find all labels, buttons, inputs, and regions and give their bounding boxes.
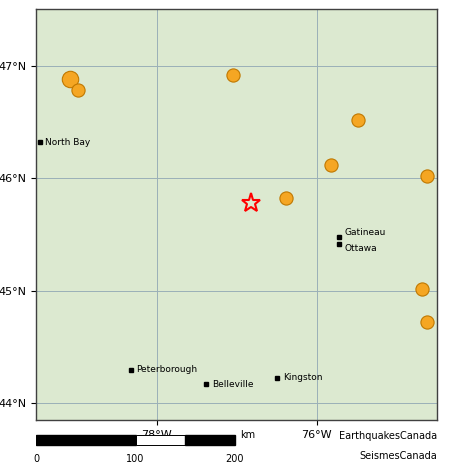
Text: 200: 200 [225, 454, 244, 464]
Text: km: km [240, 430, 255, 440]
Point [328, 161, 335, 169]
Bar [36, 435, 136, 445]
Text: SeismesCanada: SeismesCanada [359, 451, 437, 461]
Bar [185, 435, 235, 445]
Text: Gatineau: Gatineau [345, 228, 386, 237]
Text: Kingston: Kingston [283, 373, 323, 382]
Text: EarthquakesCanada: EarthquakesCanada [339, 431, 437, 441]
Point [283, 195, 290, 202]
Point [66, 75, 74, 83]
Point [419, 285, 426, 292]
Point [229, 71, 236, 78]
Text: Belleville: Belleville [212, 380, 253, 389]
Text: 0: 0 [33, 454, 40, 464]
Point [355, 116, 362, 123]
Bar [136, 435, 185, 445]
Point [424, 318, 431, 326]
Text: Ottawa: Ottawa [345, 243, 377, 253]
Text: North Bay: North Bay [45, 138, 91, 147]
Text: Peterborough: Peterborough [136, 365, 197, 374]
Text: 100: 100 [126, 454, 145, 464]
Point [424, 172, 431, 180]
Point [75, 87, 82, 94]
